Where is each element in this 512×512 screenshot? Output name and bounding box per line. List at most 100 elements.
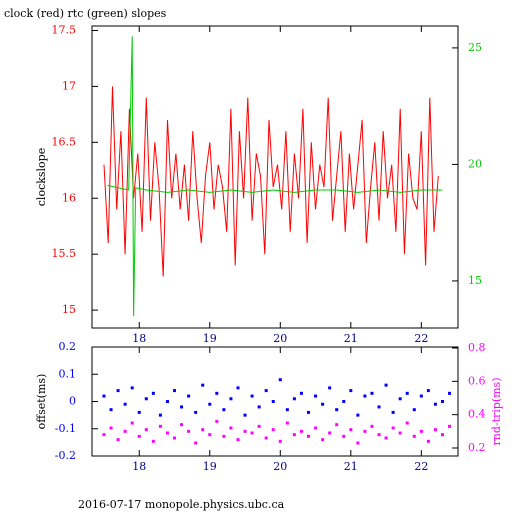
- scatter-point: [440, 433, 444, 437]
- scatter-point: [412, 434, 416, 438]
- scatter-point: [419, 394, 423, 398]
- scatter-point: [448, 424, 452, 428]
- scatter-point: [222, 408, 226, 412]
- scatter-point: [292, 433, 296, 437]
- footer: 2016-07-17 monopole.physics.ubc.ca: [78, 498, 285, 511]
- scatter-point: [102, 433, 106, 437]
- y2-tick-label: 15: [468, 274, 482, 287]
- scatter-point: [215, 391, 219, 395]
- y-tick-label: 0: [69, 395, 76, 408]
- scatter-point: [187, 394, 191, 398]
- x-tick-label: 20: [273, 460, 287, 473]
- scatter-point: [335, 423, 339, 427]
- scatter-point: [292, 397, 296, 401]
- x-tick-label: 19: [203, 460, 217, 473]
- scatter-point: [384, 383, 388, 387]
- y-tick-label: -0.1: [55, 422, 76, 435]
- scatter-point: [201, 383, 205, 387]
- scatter-point: [314, 394, 318, 398]
- x-tick-label: 21: [344, 460, 358, 473]
- scatter-point: [405, 391, 409, 395]
- scatter-point: [356, 441, 360, 445]
- y-tick-label: -0.2: [55, 449, 76, 462]
- series-line: [103, 86, 439, 277]
- scatter-point: [109, 408, 113, 412]
- y-tick-label: 17.5: [52, 23, 77, 36]
- scatter-point: [264, 389, 268, 393]
- scatter-point: [173, 389, 177, 393]
- x-tick-label: 19: [203, 332, 217, 345]
- scatter-point: [187, 429, 191, 433]
- scatter-point: [208, 402, 212, 406]
- scatter-point: [398, 397, 402, 401]
- scatter-point: [349, 389, 353, 393]
- plot-frame: [91, 25, 459, 329]
- scatter-point: [151, 439, 155, 443]
- scatter-point: [250, 394, 254, 398]
- y-axis-label: offset(ms): [35, 374, 48, 430]
- scatter-point: [130, 386, 134, 390]
- scatter-point: [116, 389, 120, 393]
- scatter-point: [222, 434, 226, 438]
- scatter-point: [335, 408, 339, 412]
- scatter-point: [391, 426, 395, 430]
- scatter-point: [328, 431, 332, 435]
- scatter-point: [321, 438, 325, 442]
- scatter-point: [158, 424, 162, 428]
- scatter-point: [243, 429, 247, 433]
- scatter-point: [144, 428, 148, 432]
- scatter-point: [412, 408, 416, 412]
- scatter-point: [314, 426, 318, 430]
- scatter-point: [158, 413, 162, 417]
- scatter-point: [151, 391, 155, 395]
- scatter-point: [398, 431, 402, 435]
- series-line: [107, 36, 443, 316]
- scatter-point: [342, 434, 346, 438]
- scatter-point: [102, 394, 106, 398]
- y2-tick-label: 0.6: [468, 374, 486, 387]
- scatter-point: [278, 378, 282, 382]
- scatter-point: [236, 438, 240, 442]
- scatter-point: [306, 410, 310, 414]
- scatter-point: [433, 402, 437, 406]
- scatter-point: [257, 405, 261, 409]
- scatter-point: [116, 438, 120, 442]
- y2-tick-label: 0.2: [468, 441, 486, 454]
- scatter-point: [419, 429, 423, 433]
- scatter-point: [356, 413, 360, 417]
- scatter-point: [433, 428, 437, 432]
- scatter-point: [257, 424, 261, 428]
- x-tick-label: 21: [344, 332, 358, 345]
- scatter-point: [229, 397, 233, 401]
- scatter-point: [229, 426, 233, 430]
- scatter-point: [109, 426, 113, 430]
- scatter-point: [306, 434, 310, 438]
- y2-tick-label: 0.4: [468, 408, 486, 421]
- scatter-point: [391, 410, 395, 414]
- scatter-point: [215, 419, 219, 423]
- scatter-point: [194, 441, 198, 445]
- scatter-point: [180, 423, 184, 427]
- x-tick-label: 20: [273, 332, 287, 345]
- chart-title: clock (red) rtc (green) slopes: [4, 7, 167, 20]
- scatter-point: [349, 428, 353, 432]
- y2-tick-label: 25: [468, 41, 482, 54]
- scatter-point: [363, 394, 367, 398]
- scatter-point: [144, 397, 148, 401]
- scatter-point: [271, 428, 275, 432]
- scatter-point: [201, 428, 205, 432]
- scatter-point: [123, 429, 127, 433]
- scatter-point: [173, 436, 177, 440]
- scatter-point: [377, 433, 381, 437]
- scatter-point: [377, 405, 381, 409]
- plot-frame: [91, 346, 459, 457]
- scatter-point: [370, 391, 374, 395]
- scatter-point: [243, 413, 247, 417]
- scatter-point: [384, 436, 388, 440]
- scatter-point: [271, 400, 275, 403]
- x-tick-label: 18: [132, 332, 146, 345]
- scatter-point: [250, 431, 254, 435]
- x-tick-label: 22: [414, 332, 428, 345]
- scatter-point: [194, 410, 198, 414]
